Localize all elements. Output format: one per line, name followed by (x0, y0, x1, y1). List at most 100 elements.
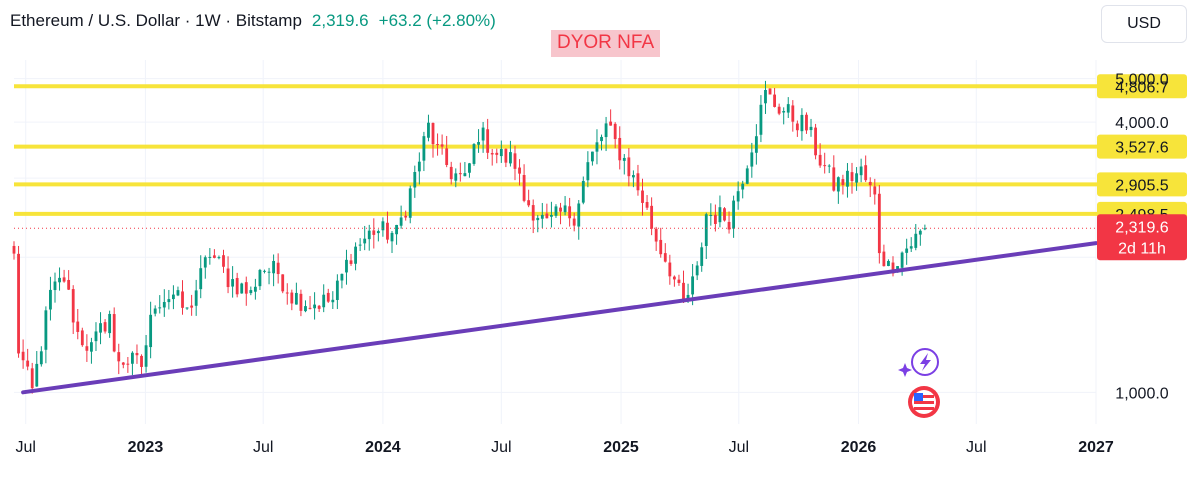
time-tick-label: 2025 (603, 439, 639, 456)
time-tick-label: Jul (15, 439, 35, 456)
candle-body (181, 291, 184, 308)
candle-body (832, 167, 836, 191)
candle-body (281, 274, 285, 292)
candle-body (691, 276, 695, 295)
candle-body (203, 257, 207, 268)
candle-body (94, 331, 98, 342)
candle (26, 348, 30, 371)
candle (841, 174, 845, 195)
candle-body (595, 142, 599, 152)
candle-body (741, 183, 745, 190)
candle-body (440, 144, 444, 147)
candle-body (600, 136, 603, 142)
candle (67, 270, 71, 291)
candle (135, 344, 139, 364)
candle-body (782, 111, 786, 113)
candle (144, 334, 148, 373)
candle-body (531, 205, 535, 221)
candle-body (417, 161, 421, 172)
candle-body (190, 305, 194, 308)
candle (791, 100, 795, 132)
candle-body (613, 123, 617, 140)
candle (285, 283, 289, 305)
candle-body (44, 310, 48, 350)
candle (800, 108, 804, 141)
candle (390, 230, 394, 253)
candle (212, 249, 216, 259)
candle-body (663, 253, 667, 262)
candle (322, 284, 326, 313)
candle (468, 162, 471, 178)
support-trendline (21, 241, 1098, 395)
candle (604, 116, 608, 152)
candle (695, 261, 699, 281)
candle (76, 309, 80, 340)
candle (887, 259, 890, 267)
candle (281, 274, 285, 294)
price-tick-label: 5,000.0 (1115, 72, 1168, 89)
candle-body (609, 121, 613, 126)
candle (363, 225, 367, 251)
candle-body (263, 270, 266, 272)
candle (563, 196, 567, 216)
candle (290, 289, 294, 311)
us-flag-icon[interactable] (908, 386, 940, 418)
candle (44, 306, 48, 364)
candle (741, 180, 745, 199)
candle-body (545, 213, 549, 219)
candle (577, 200, 581, 240)
candle (458, 162, 462, 182)
candle (795, 120, 799, 137)
candle-body (468, 163, 471, 173)
candle-body (422, 136, 426, 161)
flash-icon[interactable] (911, 348, 939, 376)
candle (709, 203, 713, 226)
candle (618, 126, 622, 170)
candle-body (322, 294, 326, 308)
candle-body (299, 293, 303, 311)
candle (677, 274, 681, 286)
candle (777, 103, 781, 116)
time-axis[interactable]: Jul 2023 Jul 2024 Jul 2025 Jul 2026 Jul 2027 (15, 439, 1113, 456)
candle (486, 118, 490, 160)
candle (631, 170, 635, 188)
candle (700, 242, 704, 272)
candle-body (158, 307, 162, 309)
symbol-title[interactable]: Ethereum / U.S. Dollar · 1W · Bitstamp (10, 11, 302, 30)
candle-body (235, 277, 239, 295)
candle-body (194, 290, 198, 306)
candle-body (30, 368, 34, 389)
candle-body (800, 114, 804, 132)
candle (399, 205, 403, 229)
candle (408, 185, 412, 224)
candle (923, 224, 927, 231)
candle (267, 267, 271, 285)
candle-body (672, 276, 676, 280)
candle (436, 133, 439, 156)
currency-button[interactable]: USD (1101, 5, 1187, 43)
candle-body (222, 255, 225, 267)
candle-body (918, 230, 922, 235)
candle (764, 80, 767, 114)
candle-body (39, 351, 43, 365)
candle-body (823, 165, 827, 167)
sparkle-icon (898, 363, 912, 377)
candle-body (35, 363, 39, 387)
price-axis[interactable]: 5,000.0 4,000.0 1,000.0 (1115, 72, 1168, 403)
candle (782, 107, 786, 125)
candle (449, 161, 453, 185)
candle (504, 148, 508, 168)
candle (427, 114, 430, 142)
candle (71, 285, 75, 335)
candle (58, 267, 61, 291)
price-tick-label: 4,000.0 (1115, 115, 1168, 132)
candle-body (723, 208, 726, 221)
candle (568, 197, 572, 227)
candle-body (80, 330, 84, 346)
candle-body (231, 279, 235, 287)
candle (918, 229, 922, 246)
time-tick-label: 2026 (841, 439, 877, 456)
candle (668, 254, 672, 285)
candle-body (126, 363, 130, 365)
